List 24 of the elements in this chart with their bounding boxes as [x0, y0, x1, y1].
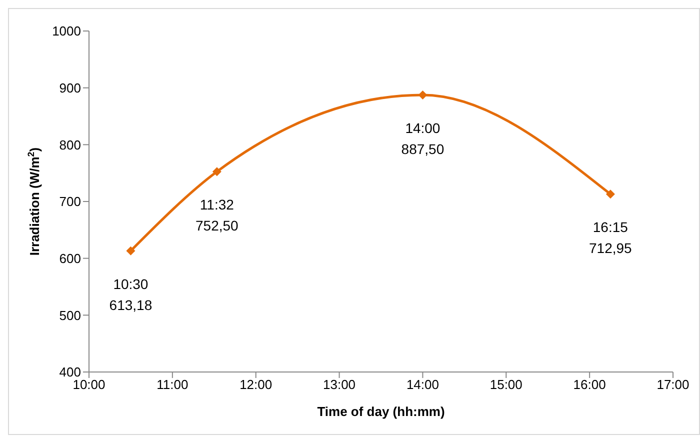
y-tick-label: 800 — [59, 137, 81, 152]
x-tick-label: 11:00 — [156, 377, 188, 392]
y-tick-label: 700 — [59, 194, 81, 210]
y-tick-label: 900 — [59, 80, 81, 96]
x-tick-label: 12:00 — [240, 377, 272, 392]
x-axis-title: Time of day (hh:mm) — [317, 404, 445, 419]
y-tick-label: 400 — [59, 364, 81, 380]
point — [418, 90, 428, 100]
x-tick-label: 17:00 — [656, 377, 690, 392]
x-tick-label: 15:00 — [490, 377, 522, 392]
point — [212, 167, 222, 176]
data-label: 14:00 887,50 — [401, 120, 444, 157]
data-label: 10:30 613,18 — [109, 276, 152, 313]
x-tick-label: 13:00 — [323, 377, 356, 392]
x-tick-label: 10:00 — [72, 377, 106, 392]
point — [126, 246, 136, 256]
x-tick-label: 14:00 — [406, 377, 439, 392]
point — [606, 190, 615, 199]
data-label: 11:32 752,50 — [196, 196, 239, 234]
y-tick-label: 1000 — [52, 24, 81, 39]
y-tick-label: 600 — [59, 250, 81, 266]
data-label: 16:15 712,95 — [589, 219, 632, 256]
y-tick-label: 500 — [59, 308, 81, 323]
x-tick-label: 16:00 — [573, 377, 606, 392]
